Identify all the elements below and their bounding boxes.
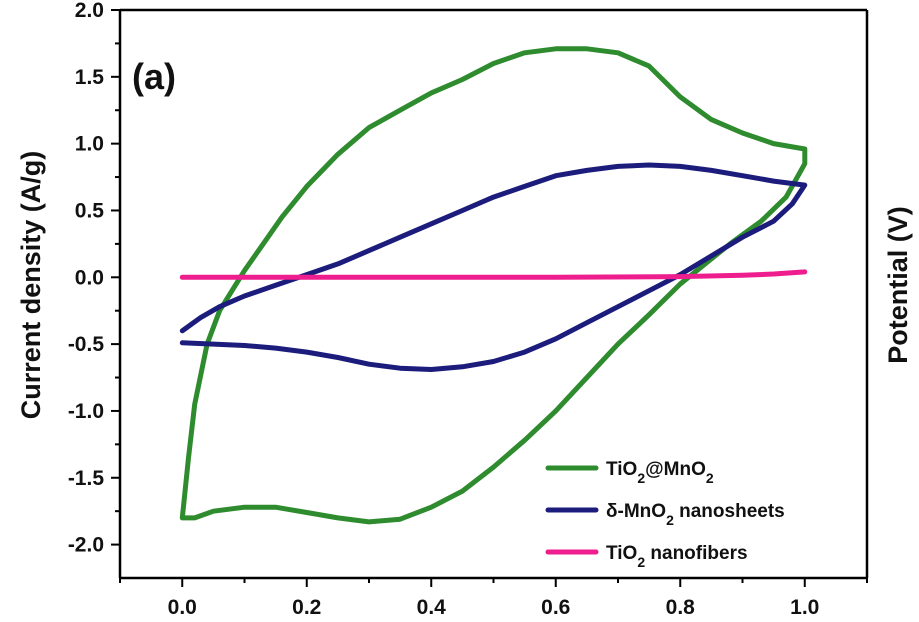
series-line-2 bbox=[179, 269, 808, 280]
series-line-0 bbox=[179, 46, 808, 525]
y-axis-title: Current density (A/g) bbox=[16, 151, 46, 420]
y-tick-label: -1.0 bbox=[68, 400, 104, 423]
panel-label: (a) bbox=[132, 56, 176, 97]
legend: TiO2@MnO2 δ-MnO2 nanosheets TiO2 nanofiber… bbox=[545, 459, 785, 570]
legend-label-1: δ-MnO2 nanosheets bbox=[606, 501, 785, 528]
y-tick-label: 1.0 bbox=[75, 133, 104, 156]
x-tick-label: 1.0 bbox=[790, 596, 819, 619]
series-line-1 bbox=[179, 162, 808, 372]
ticks-layer: 0.0 0.2 0.4 0.6 0.8 1.0 2.0 1.5 1.0 0.5 0.0 -0.5 -1.… bbox=[68, 0, 868, 619]
series-layer bbox=[179, 46, 808, 525]
x-tick-label: 0.8 bbox=[666, 596, 696, 619]
legend-label-0: TiO2@MnO2 bbox=[606, 459, 714, 486]
legend-label-2: TiO2 nanofibers bbox=[606, 543, 748, 570]
y-tick-label: 1.5 bbox=[75, 66, 105, 89]
y-tick-label: -2.0 bbox=[68, 534, 104, 557]
x-tick-label: 0.2 bbox=[292, 596, 321, 619]
y-tick-label: 0.5 bbox=[75, 199, 105, 222]
y-tick-label: -0.5 bbox=[68, 333, 105, 356]
y-tick-label: -1.5 bbox=[68, 467, 105, 490]
y2-axis-title: Potential (V) bbox=[883, 206, 913, 364]
x-tick-label: 0.4 bbox=[417, 596, 447, 619]
y-tick-label: 0.0 bbox=[75, 266, 104, 289]
x-tick-label: 0.0 bbox=[168, 596, 197, 619]
y-tick-label: 2.0 bbox=[75, 0, 104, 22]
x-tick-label: 0.6 bbox=[541, 596, 570, 619]
